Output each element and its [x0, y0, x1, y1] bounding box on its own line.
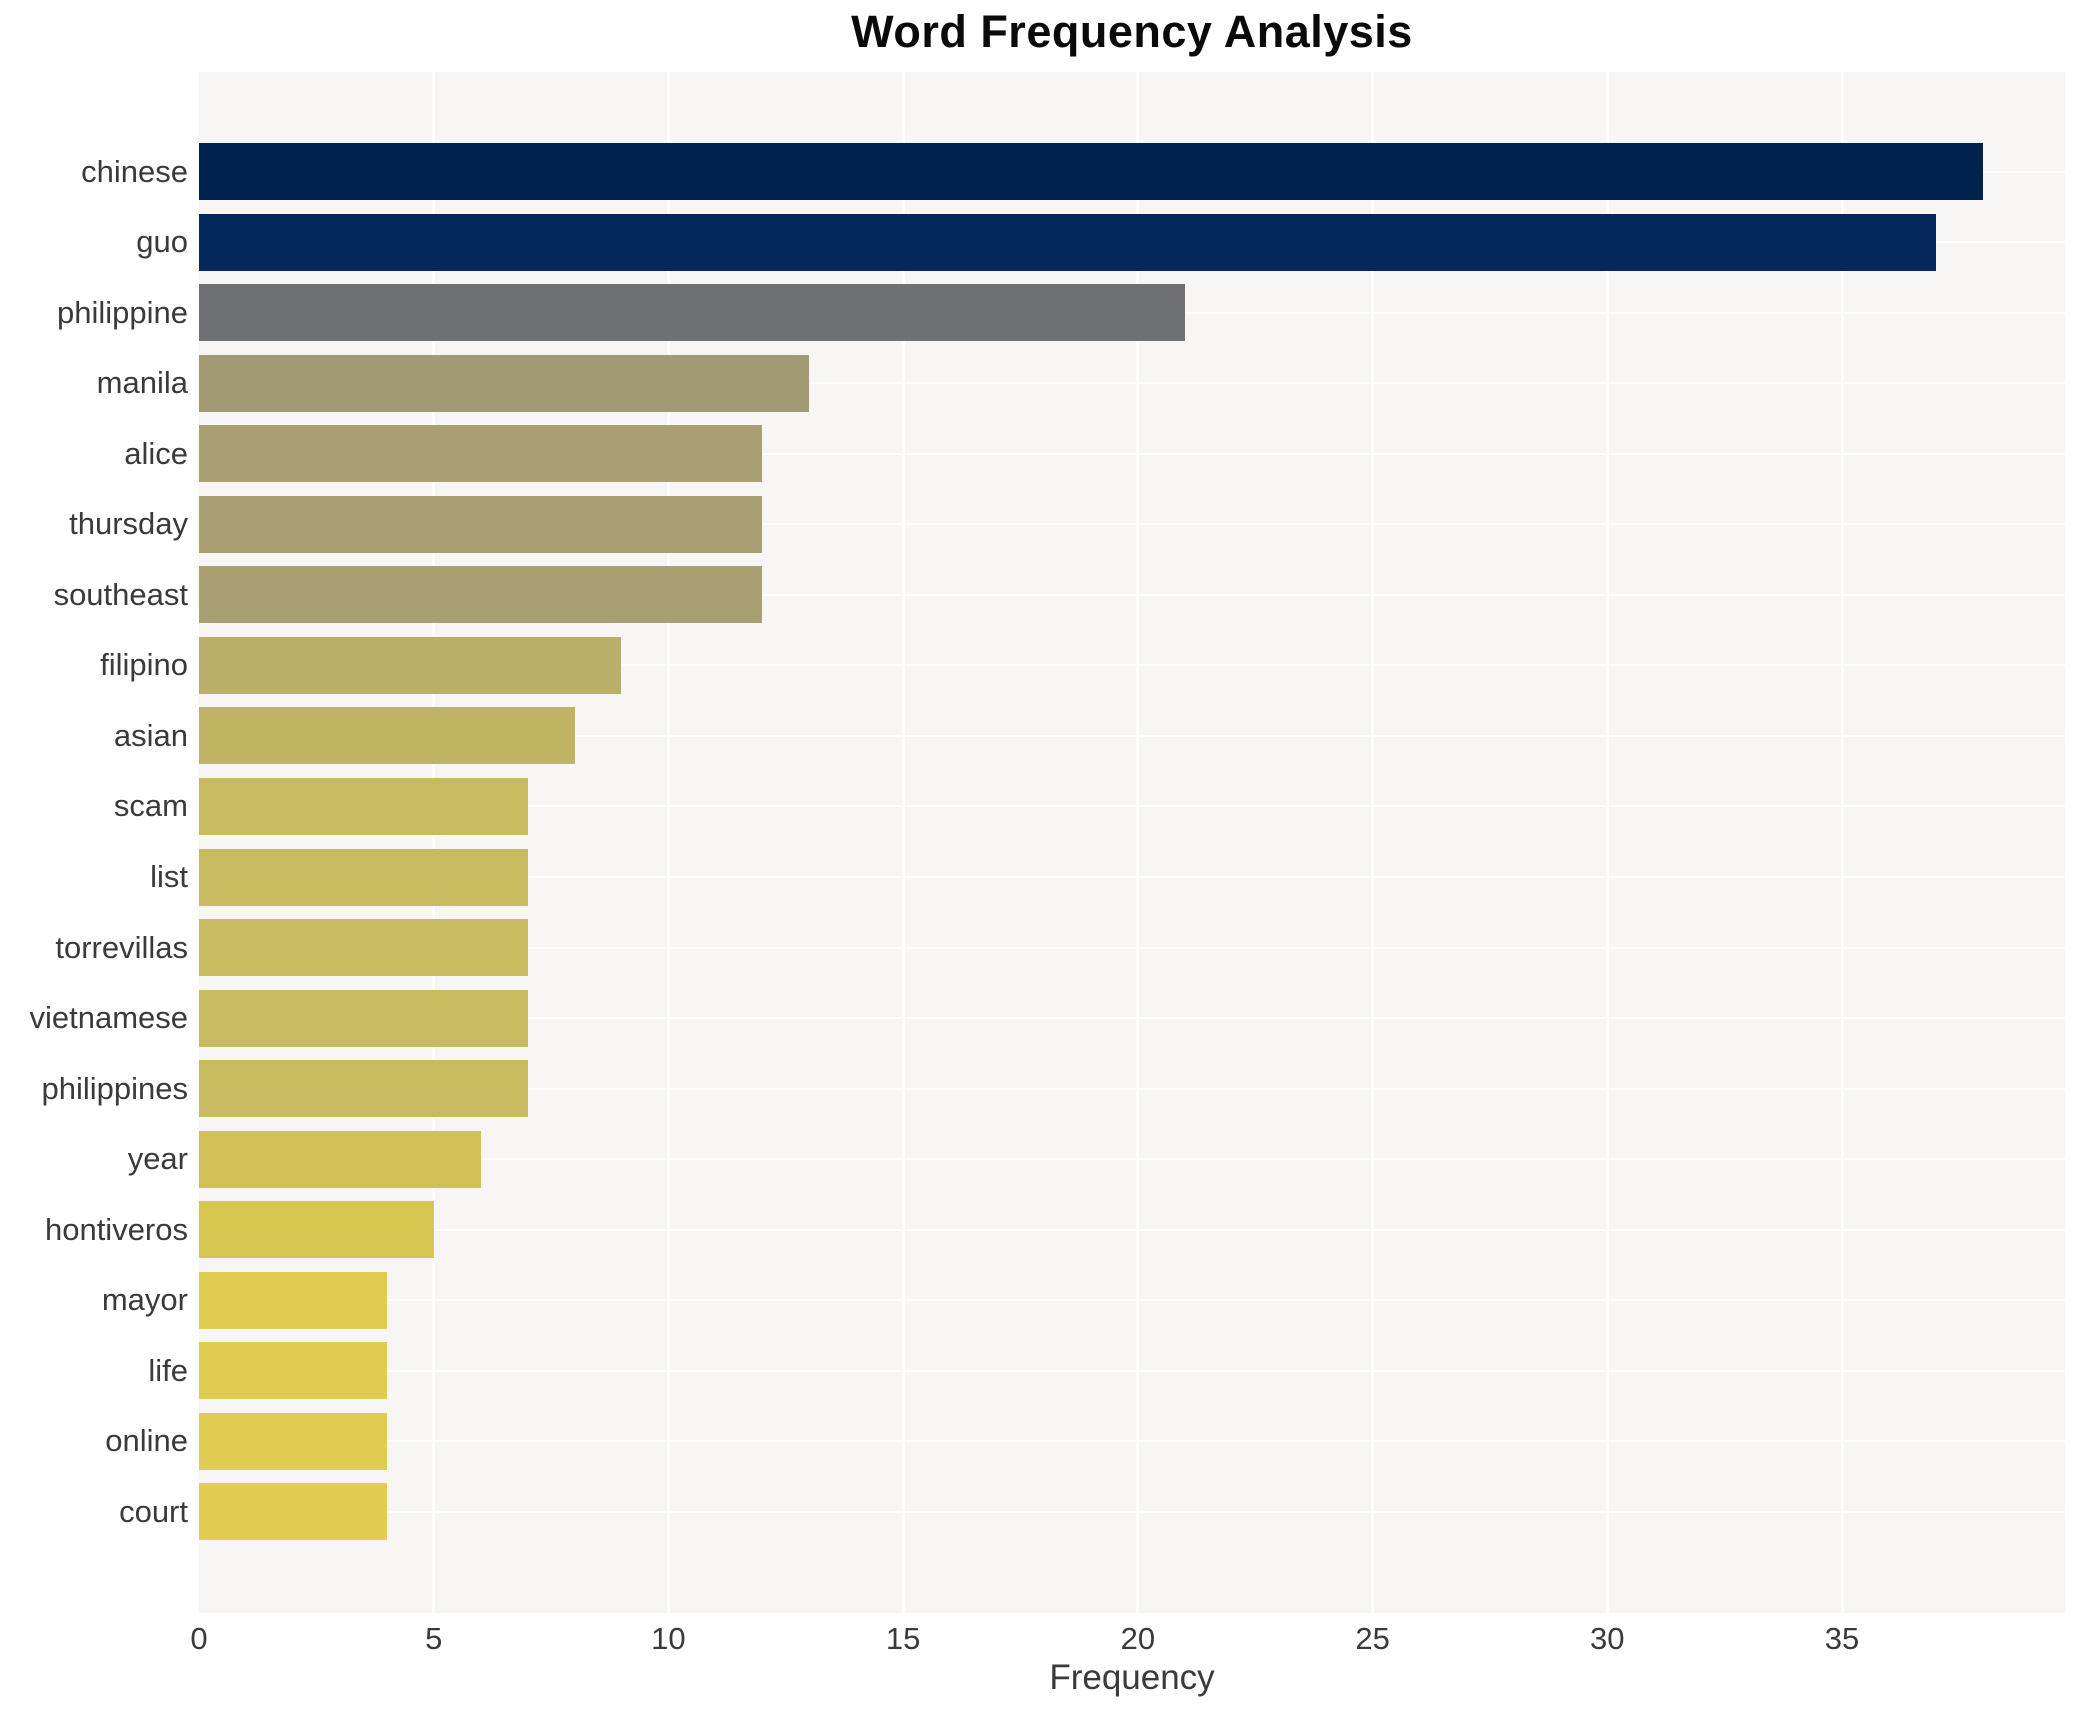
gridline-vertical — [1371, 72, 1375, 1613]
gridline-horizontal — [199, 1440, 2065, 1443]
bar-manila — [199, 354, 810, 412]
bar-philippine — [199, 284, 1185, 342]
bar-guo — [199, 213, 1936, 271]
bar-mayor — [199, 1271, 387, 1329]
x-tick-label-5: 5 — [425, 1621, 443, 1656]
gridline-horizontal — [199, 523, 2065, 526]
x-tick-label-0: 0 — [190, 1621, 208, 1656]
gridline-horizontal — [199, 1228, 2065, 1231]
gridline-horizontal — [199, 1017, 2065, 1020]
gridline-vertical — [432, 72, 436, 1613]
category-label-vietnamese: vietnamese — [29, 1000, 188, 1036]
bar-hontiveros — [199, 1201, 434, 1259]
category-label-hontiveros: hontiveros — [44, 1211, 188, 1247]
gridline-horizontal — [199, 946, 2065, 949]
category-label-list: list — [150, 859, 188, 894]
x-tick-label-25: 25 — [1355, 1621, 1390, 1656]
gridline-horizontal — [199, 1158, 2065, 1161]
bar-year — [199, 1130, 481, 1188]
x-tick-label-35: 35 — [1824, 1621, 1860, 1656]
x-tick-label-20: 20 — [1120, 1621, 1156, 1656]
category-label-year: year — [127, 1141, 188, 1177]
category-label-court: court — [119, 1493, 188, 1529]
plot-area — [199, 72, 2065, 1613]
gridline-horizontal — [199, 382, 2065, 385]
x-tick-label-15: 15 — [885, 1621, 921, 1656]
bar-scam — [199, 777, 528, 835]
bar-court — [199, 1483, 387, 1541]
gridline-vertical — [666, 72, 670, 1613]
category-label-online: online — [105, 1423, 188, 1459]
gridline-horizontal — [199, 1510, 2065, 1513]
x-axis-label: Frequency — [1049, 1658, 1215, 1697]
gridline-horizontal — [199, 664, 2065, 667]
gridline-vertical — [901, 72, 905, 1613]
category-label-mayor: mayor — [101, 1282, 188, 1318]
gridline-horizontal — [199, 734, 2065, 737]
category-label-philippines: philippines — [41, 1070, 189, 1106]
gridline-vertical — [1840, 72, 1844, 1613]
gridline-horizontal — [199, 593, 2065, 596]
category-label-chinese: chinese — [81, 153, 188, 189]
bar-philippines — [199, 1060, 528, 1118]
bar-chinese — [199, 143, 1983, 200]
category-label-filipino: filipino — [100, 647, 188, 683]
x-tick-label-30: 30 — [1590, 1621, 1625, 1656]
bar-southeast — [199, 566, 763, 624]
category-label-southeast: southeast — [53, 576, 188, 612]
bar-thursday — [199, 495, 763, 553]
bar-asian — [199, 707, 575, 765]
category-label-manila: manila — [96, 365, 188, 401]
bar-life — [199, 1342, 387, 1400]
bar-list — [199, 848, 528, 906]
gridline-horizontal — [199, 452, 2065, 455]
bar-online — [199, 1412, 387, 1470]
gridline-vertical — [1605, 72, 1609, 1613]
chart-title: Word Frequency Analysis — [851, 6, 1413, 57]
category-label-guo: guo — [136, 224, 188, 260]
bar-vietnamese — [199, 989, 528, 1047]
bar-filipino — [199, 636, 622, 694]
gridline-horizontal — [199, 1087, 2065, 1090]
bar-torrevillas — [199, 919, 528, 977]
category-label-life: life — [148, 1352, 188, 1388]
category-label-asian: asian — [113, 717, 188, 753]
gridline-horizontal — [199, 876, 2065, 878]
gridline-horizontal — [199, 1369, 2065, 1372]
gridline-horizontal — [199, 1299, 2065, 1302]
category-label-philippine: philippine — [57, 294, 188, 330]
category-label-scam: scam — [113, 788, 188, 824]
gridline-vertical — [1136, 72, 1140, 1613]
category-label-torrevillas: torrevillas — [55, 929, 188, 965]
gridline-horizontal — [199, 805, 2065, 808]
x-tick-label-10: 10 — [651, 1621, 686, 1656]
category-label-alice: alice — [124, 435, 188, 471]
bar-alice — [199, 425, 763, 483]
category-label-thursday: thursday — [69, 506, 188, 542]
